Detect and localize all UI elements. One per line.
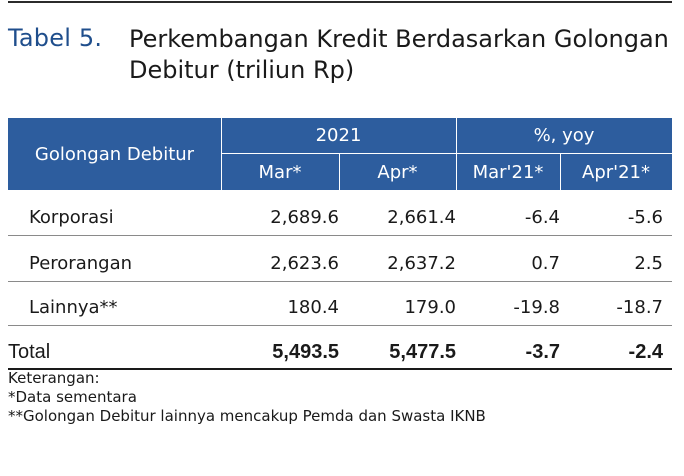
header-apr: Apr*: [377, 161, 418, 183]
cell-mar21-yoy: -6.4: [524, 207, 560, 228]
total-label: Total: [8, 341, 51, 363]
header-divider: [221, 118, 222, 190]
top-rule: [8, 1, 672, 3]
header-divider: [560, 154, 561, 190]
header-golongan-debitur: Golongan Debitur: [34, 143, 195, 165]
total-mar: 5,493.5: [272, 341, 339, 363]
total-rule: [8, 368, 672, 370]
cell-mar21-yoy: 0.7: [531, 253, 560, 274]
notes-heading: Keterangan:: [8, 369, 100, 387]
table-header: Golongan Debitur 2021 %, yoy Mar* Apr* M…: [8, 118, 672, 190]
header-divider: [221, 153, 672, 154]
table-number: Tabel 5.: [8, 24, 103, 52]
header-pct-yoy: %, yoy: [533, 125, 595, 146]
row-label: Perorangan: [29, 253, 133, 274]
title-line-1: Perkembangan Kredit Berdasarkan Golongan: [129, 25, 669, 53]
note-item: *Data sementara: [8, 388, 137, 406]
header-apr21: Apr'21*: [582, 161, 650, 183]
header-divider: [339, 154, 340, 190]
note-item: **Golongan Debitur lainnya mencakup Pemd…: [8, 407, 486, 425]
title-line-2: Debitur (triliun Rp): [129, 56, 355, 84]
table-title-text: Perkembangan Kredit Berdasarkan Golongan…: [129, 24, 674, 86]
cell-mar: 2,623.6: [270, 253, 339, 274]
table-row-perorangan: Perorangan 2,623.6 2,637.2 0.7 2.5: [8, 246, 672, 282]
cell-mar: 180.4: [287, 297, 339, 318]
total-apr: 5,477.5: [389, 341, 456, 363]
table-row-korporasi: Korporasi 2,689.6 2,661.4 -6.4 -5.6: [8, 200, 672, 236]
header-mar: Mar*: [258, 161, 302, 183]
header-divider: [456, 118, 457, 190]
row-label: Korporasi: [29, 207, 114, 228]
table-row-lainnya: Lainnya** 180.4 179.0 -19.8 -18.7: [8, 290, 672, 326]
cell-mar: 2,689.6: [270, 207, 339, 228]
total-mar21-yoy: -3.7: [525, 341, 560, 363]
cell-apr21-yoy: 2.5: [634, 253, 663, 274]
table-row-total: Total 5,493.5 5,477.5 -3.7 -2.4: [8, 334, 672, 370]
total-apr21-yoy: -2.4: [628, 341, 663, 363]
cell-mar21-yoy: -19.8: [513, 297, 560, 318]
cell-apr: 2,637.2: [387, 253, 456, 274]
cell-apr: 2,661.4: [387, 207, 456, 228]
row-divider: [8, 235, 672, 236]
header-year-2021: 2021: [315, 125, 362, 146]
row-label: Lainnya**: [29, 297, 118, 318]
cell-apr21-yoy: -18.7: [616, 297, 663, 318]
header-mar21: Mar'21*: [472, 161, 544, 183]
cell-apr: 179.0: [404, 297, 456, 318]
table-notes: Keterangan: *Data sementara **Golongan D…: [8, 369, 486, 426]
row-divider: [8, 281, 672, 282]
cell-apr21-yoy: -5.6: [627, 207, 663, 228]
row-divider: [8, 325, 672, 326]
